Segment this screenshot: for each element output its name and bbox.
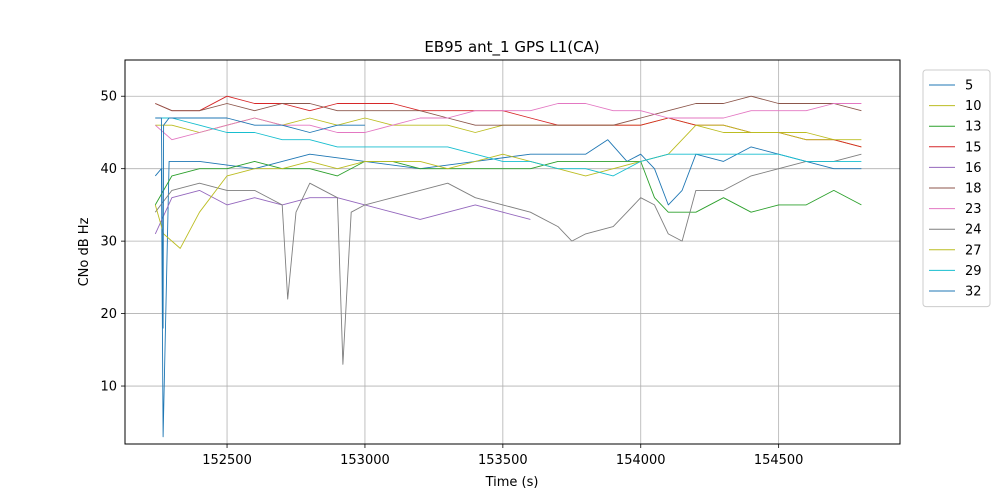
series-line-5 (154, 139, 862, 438)
grid (125, 60, 900, 444)
legend-label-29: 29 (965, 264, 982, 279)
legend-label-10: 10 (965, 99, 982, 114)
ticks: 152500 153000 153500 154000 154500 10 20 30 40 50 (100, 90, 803, 468)
series-line-32 (155, 117, 365, 329)
y-tick-label: 30 (100, 235, 117, 250)
legend-label-5: 5 (965, 79, 973, 94)
y-tick-label: 50 (100, 90, 117, 105)
legend-label-23: 23 (965, 202, 982, 217)
chart-title: EB95 ant_1 GPS L1(CA) (424, 38, 599, 57)
legend: 5 10 13 15 16 18 23 24 27 29 32 (922, 69, 991, 308)
legend-label-24: 24 (965, 223, 982, 238)
y-tick-label: 20 (100, 307, 117, 322)
series-line-13 (154, 160, 862, 213)
series-line-18 (155, 95, 862, 126)
x-tick-label: 154500 (754, 453, 804, 468)
series-line-27 (154, 124, 862, 249)
series-line-24 (154, 153, 862, 365)
series-line-23 (155, 103, 862, 141)
legend-label-27: 27 (965, 243, 982, 258)
legend-box (922, 69, 991, 308)
series-line-29 (155, 117, 862, 177)
x-tick-label: 152500 (202, 453, 252, 468)
legend-label-16: 16 (965, 161, 982, 176)
x-axis-label: Time (s) (485, 475, 539, 490)
legend-label-13: 13 (965, 120, 982, 135)
legend-label-15: 15 (965, 140, 982, 155)
x-tick-label: 154000 (616, 453, 666, 468)
legend-label-18: 18 (965, 182, 982, 197)
y-tick-label: 40 (100, 162, 117, 177)
plot-frame (124, 59, 901, 445)
x-tick-label: 153000 (340, 453, 390, 468)
y-axis-label: CNo dB Hz (77, 217, 92, 286)
x-tick-label: 153500 (478, 453, 528, 468)
legend-label-32: 32 (965, 285, 982, 300)
series-layer (154, 95, 862, 438)
series-line-15 (155, 95, 862, 148)
y-tick-label: 10 (100, 380, 117, 395)
